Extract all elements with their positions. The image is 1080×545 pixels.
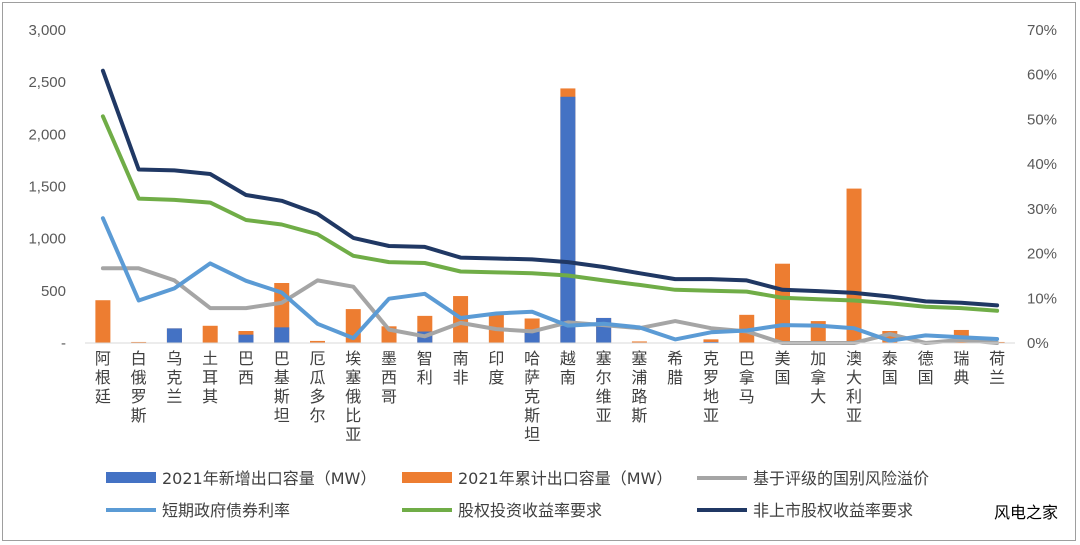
cumulative-capacity-bar: [631, 341, 647, 343]
category-label: 白俄罗斯: [131, 349, 147, 425]
right-tick-label: 40%: [1027, 156, 1057, 173]
category-label: 智利: [417, 349, 433, 387]
right-axis: 0% 10% 20% 30% 40% 50% 60% 70%: [1027, 22, 1057, 352]
equity-return-line: [100, 114, 1000, 313]
category-label: 加拿大: [810, 349, 826, 406]
legend-label: 2021年新增出口容量（MW）: [162, 469, 376, 488]
category-label: 巴基斯坦: [274, 349, 290, 425]
cumulative-capacity-bar: [882, 331, 898, 343]
legend-swatch-bar: [402, 472, 452, 483]
new-capacity-bar: [596, 317, 612, 343]
category-label: 哈萨克斯坦: [524, 349, 540, 444]
category-label: 土耳其: [202, 349, 218, 406]
lines: [100, 68, 1000, 345]
cumulative-capacity-bar: [95, 300, 111, 343]
category-label: 克罗地亚: [703, 349, 719, 425]
category-label: 厄瓜多尔: [309, 349, 325, 425]
new-capacity-bar: [238, 334, 254, 343]
right-tick-label: 70%: [1027, 22, 1057, 39]
legend-label: 股权投资收益率要求: [458, 501, 602, 520]
left-tick-label: 2,000: [28, 126, 66, 143]
unlisted-equity-return-line: [100, 68, 1000, 308]
cumulative-capacity-bar: [310, 340, 325, 343]
category-label: 瑞典: [953, 349, 969, 387]
category-label: 美国: [774, 349, 790, 387]
bars: [95, 88, 1005, 343]
left-tick-label: 3,000: [28, 22, 66, 39]
category-label: 南非: [453, 349, 469, 387]
new-capacity-bar: [524, 331, 540, 343]
right-tick-label: 10%: [1027, 290, 1057, 307]
legend-label: 2021年累计出口容量（MW）: [458, 469, 672, 488]
new-capacity-bar: [560, 96, 576, 343]
cumulative-capacity-bar: [202, 325, 218, 343]
left-axis: - 500 1,000 1,500 2,000 2,500 3,000: [28, 22, 66, 352]
legend-label: 基于评级的国别风险溢价: [753, 469, 929, 488]
category-label: 荷兰: [989, 349, 1005, 387]
cumulative-capacity-bar: [775, 263, 790, 343]
new-capacity-bar: [166, 328, 182, 343]
category-label: 乌克兰: [166, 349, 182, 406]
category-label: 希腊: [667, 349, 683, 387]
left-tick-label: 1,500: [28, 179, 66, 196]
category-label: 越南: [560, 349, 576, 387]
new-capacity-bar: [703, 341, 719, 343]
category-label: 塞尔维亚: [596, 349, 612, 425]
short-term-bond-rate-line: [100, 216, 1000, 343]
left-tick-label: -: [61, 335, 66, 352]
cumulative-capacity-bar: [846, 188, 862, 343]
legend-swatch-bar: [106, 472, 156, 483]
watermark: 风电之家: [994, 503, 1059, 522]
category-label: 埃塞俄比亚: [345, 349, 361, 444]
category-label: 巴西: [238, 349, 254, 387]
category-label: 塞浦路斯: [631, 349, 647, 425]
new-capacity-bar: [274, 327, 290, 343]
right-tick-label: 50%: [1027, 111, 1057, 128]
category-label: 泰国: [882, 349, 898, 387]
legend-label: 短期政府债券利率: [162, 501, 290, 520]
left-tick-label: 2,500: [28, 74, 66, 91]
category-label: 澳大利亚: [846, 349, 862, 425]
cumulative-capacity-bar: [131, 341, 147, 343]
right-tick-label: 0%: [1027, 335, 1049, 352]
legend-label: 非上市股权收益率要求: [753, 501, 913, 520]
category-label: 巴拿马: [739, 349, 755, 406]
category-label: 墨西哥: [381, 349, 397, 406]
right-tick-label: 60%: [1027, 67, 1057, 84]
left-tick-label: 500: [41, 283, 66, 300]
category-label: 德国: [918, 349, 934, 387]
right-tick-label: 30%: [1027, 201, 1057, 218]
cumulative-capacity-bar: [703, 339, 719, 343]
category-label: 阿根廷: [95, 349, 111, 406]
legend: 2021年新增出口容量（MW） 2021年累计出口容量（MW） 基于评级的国别风险溢…: [106, 469, 929, 520]
category-label: 印度: [488, 349, 504, 387]
left-tick-label: 1,000: [28, 231, 66, 248]
right-tick-label: 20%: [1027, 246, 1057, 263]
